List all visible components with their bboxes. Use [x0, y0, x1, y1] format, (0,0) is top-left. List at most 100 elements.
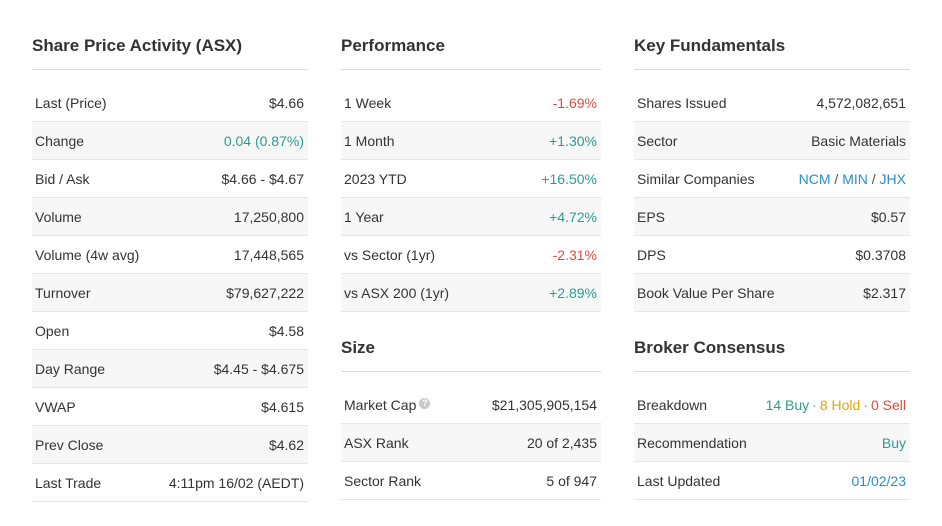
- share-price-activity-title: Share Price Activity (ASX): [32, 30, 308, 70]
- info-icon[interactable]: ?: [419, 397, 431, 409]
- fundamentals-broker-panel: Key Fundamentals Shares Issued 4,572,082…: [634, 30, 910, 500]
- volume-4w-avg-label: Volume (4w avg): [35, 246, 140, 263]
- dps-row: DPS $0.3708: [634, 236, 910, 274]
- bid-ask-value: $4.66 - $4.67: [221, 170, 304, 187]
- sector-label: Sector: [637, 132, 678, 149]
- turnover-label: Turnover: [35, 284, 91, 301]
- perf-vs-sector-row: vs Sector (1yr) -2.31%: [341, 236, 601, 274]
- open-value: $4.58: [268, 322, 304, 339]
- asx-rank-row: ASX Rank 20 of 2,435: [341, 424, 601, 462]
- sector-row: Sector Basic Materials: [634, 122, 910, 160]
- eps-row: EPS $0.57: [634, 198, 910, 236]
- dot-separator: ·: [812, 396, 817, 413]
- hold-count: 8 Hold: [819, 396, 861, 413]
- dps-value: $0.3708: [855, 246, 906, 263]
- perf-1-week-value: -1.69%: [552, 94, 597, 111]
- volume-label: Volume: [35, 208, 82, 225]
- perf-1-year-row: 1 Year +4.72%: [341, 198, 601, 236]
- perf-1-year-value: +4.72%: [549, 208, 597, 225]
- market-cap-value: $21,305,905,154: [491, 396, 597, 413]
- shares-issued-label: Shares Issued: [637, 94, 727, 111]
- last-trade-value: 4:11pm 16/02 (AEDT): [168, 474, 304, 491]
- perf-vs-asx200-label: vs ASX 200 (1yr): [344, 284, 450, 301]
- change-row: Change 0.04 (0.87%): [32, 122, 308, 160]
- recommendation-row: Recommendation Buy: [634, 424, 910, 462]
- vwap-row: VWAP $4.615: [32, 388, 308, 426]
- performance-size-panel: Performance 1 Week -1.69% 1 Month +1.30%…: [341, 30, 601, 500]
- perf-ytd-label: 2023 YTD: [344, 170, 407, 187]
- broker-consensus-title: Broker Consensus: [634, 332, 910, 372]
- perf-1-month-label: 1 Month: [344, 132, 395, 149]
- book-value-row: Book Value Per Share $2.317: [634, 274, 910, 312]
- perf-vs-asx200-row: vs ASX 200 (1yr) +2.89%: [341, 274, 601, 312]
- eps-value: $0.57: [870, 208, 906, 225]
- last-trade-label: Last Trade: [35, 474, 102, 491]
- last-trade-row: Last Trade 4:11pm 16/02 (AEDT): [32, 464, 308, 502]
- perf-ytd-row: 2023 YTD +16.50%: [341, 160, 601, 198]
- perf-1-month-row: 1 Month +1.30%: [341, 122, 601, 160]
- sector-rank-label: Sector Rank: [344, 472, 422, 489]
- last-price-value: $4.66: [268, 94, 304, 111]
- bid-ask-row: Bid / Ask $4.66 - $4.67: [32, 160, 308, 198]
- performance-title: Performance: [341, 30, 601, 70]
- perf-vs-sector-label: vs Sector (1yr): [344, 246, 436, 263]
- last-price-row: Last (Price) $4.66: [32, 84, 308, 122]
- day-range-value: $4.45 - $4.675: [213, 360, 304, 377]
- vwap-value: $4.615: [261, 398, 304, 415]
- asx-rank-value: 20 of 2,435: [526, 434, 597, 451]
- asx-rank-label: ASX Rank: [344, 434, 409, 451]
- breakdown-label: Breakdown: [637, 396, 708, 413]
- volume-row: Volume 17,250,800: [32, 198, 308, 236]
- similar-companies-value: NCM / MIN / JHX: [799, 171, 906, 187]
- similar-company-link-min[interactable]: MIN: [842, 170, 868, 187]
- perf-1-week-row: 1 Week -1.69%: [341, 84, 601, 122]
- key-fundamentals-title: Key Fundamentals: [634, 30, 910, 70]
- last-updated-value[interactable]: 01/02/23: [851, 472, 907, 489]
- change-label: Change: [35, 132, 85, 149]
- volume-4w-avg-row: Volume (4w avg) 17,448,565: [32, 236, 308, 274]
- change-value: 0.04 (0.87%): [223, 132, 304, 149]
- size-title: Size: [341, 332, 601, 372]
- volume-4w-avg-value: 17,448,565: [233, 246, 304, 263]
- volume-value: 17,250,800: [233, 208, 304, 225]
- similar-company-link-ncm[interactable]: NCM: [798, 170, 831, 187]
- sell-count: 0 Sell: [870, 396, 906, 413]
- sector-rank-value: 5 of 947: [546, 472, 597, 489]
- buy-count: 14 Buy: [765, 396, 810, 413]
- open-label: Open: [35, 322, 70, 339]
- perf-1-week-label: 1 Week: [344, 94, 392, 111]
- eps-label: EPS: [637, 208, 666, 225]
- dps-label: DPS: [637, 246, 666, 263]
- open-row: Open $4.58: [32, 312, 308, 350]
- recommendation-label: Recommendation: [637, 434, 747, 451]
- perf-1-month-value: +1.30%: [549, 132, 597, 149]
- last-updated-row: Last Updated 01/02/23: [634, 462, 910, 500]
- separator: /: [871, 170, 876, 187]
- turnover-value: $79,627,222: [226, 284, 304, 301]
- vwap-label: VWAP: [35, 398, 76, 415]
- similar-companies-label: Similar Companies: [637, 170, 755, 187]
- similar-company-link-jhx[interactable]: JHX: [879, 170, 906, 187]
- breakdown-row: Breakdown 14 Buy · 8 Hold · 0 Sell: [634, 386, 910, 424]
- shares-issued-value: 4,572,082,651: [816, 94, 906, 111]
- sector-value: Basic Materials: [811, 132, 906, 149]
- breakdown-value: 14 Buy · 8 Hold · 0 Sell: [766, 397, 906, 413]
- day-range-row: Day Range $4.45 - $4.675: [32, 350, 308, 388]
- sector-rank-row: Sector Rank 5 of 947: [341, 462, 601, 500]
- share-price-activity-panel: Share Price Activity (ASX) Last (Price) …: [32, 30, 308, 502]
- last-price-label: Last (Price): [35, 94, 107, 111]
- bid-ask-label: Bid / Ask: [35, 170, 90, 187]
- prev-close-row: Prev Close $4.62: [32, 426, 308, 464]
- perf-vs-asx200-value: +2.89%: [549, 284, 597, 301]
- market-cap-label: Market Cap?: [344, 397, 431, 413]
- shares-issued-row: Shares Issued 4,572,082,651: [634, 84, 910, 122]
- book-value-value: $2.317: [863, 284, 906, 301]
- perf-1-year-label: 1 Year: [344, 208, 384, 225]
- market-cap-row: Market Cap? $21,305,905,154: [341, 386, 601, 424]
- prev-close-label: Prev Close: [35, 436, 104, 453]
- separator: /: [834, 170, 839, 187]
- book-value-label: Book Value Per Share: [637, 284, 775, 301]
- day-range-label: Day Range: [35, 360, 106, 377]
- perf-vs-sector-value: -2.31%: [552, 246, 597, 263]
- similar-companies-row: Similar Companies NCM / MIN / JHX: [634, 160, 910, 198]
